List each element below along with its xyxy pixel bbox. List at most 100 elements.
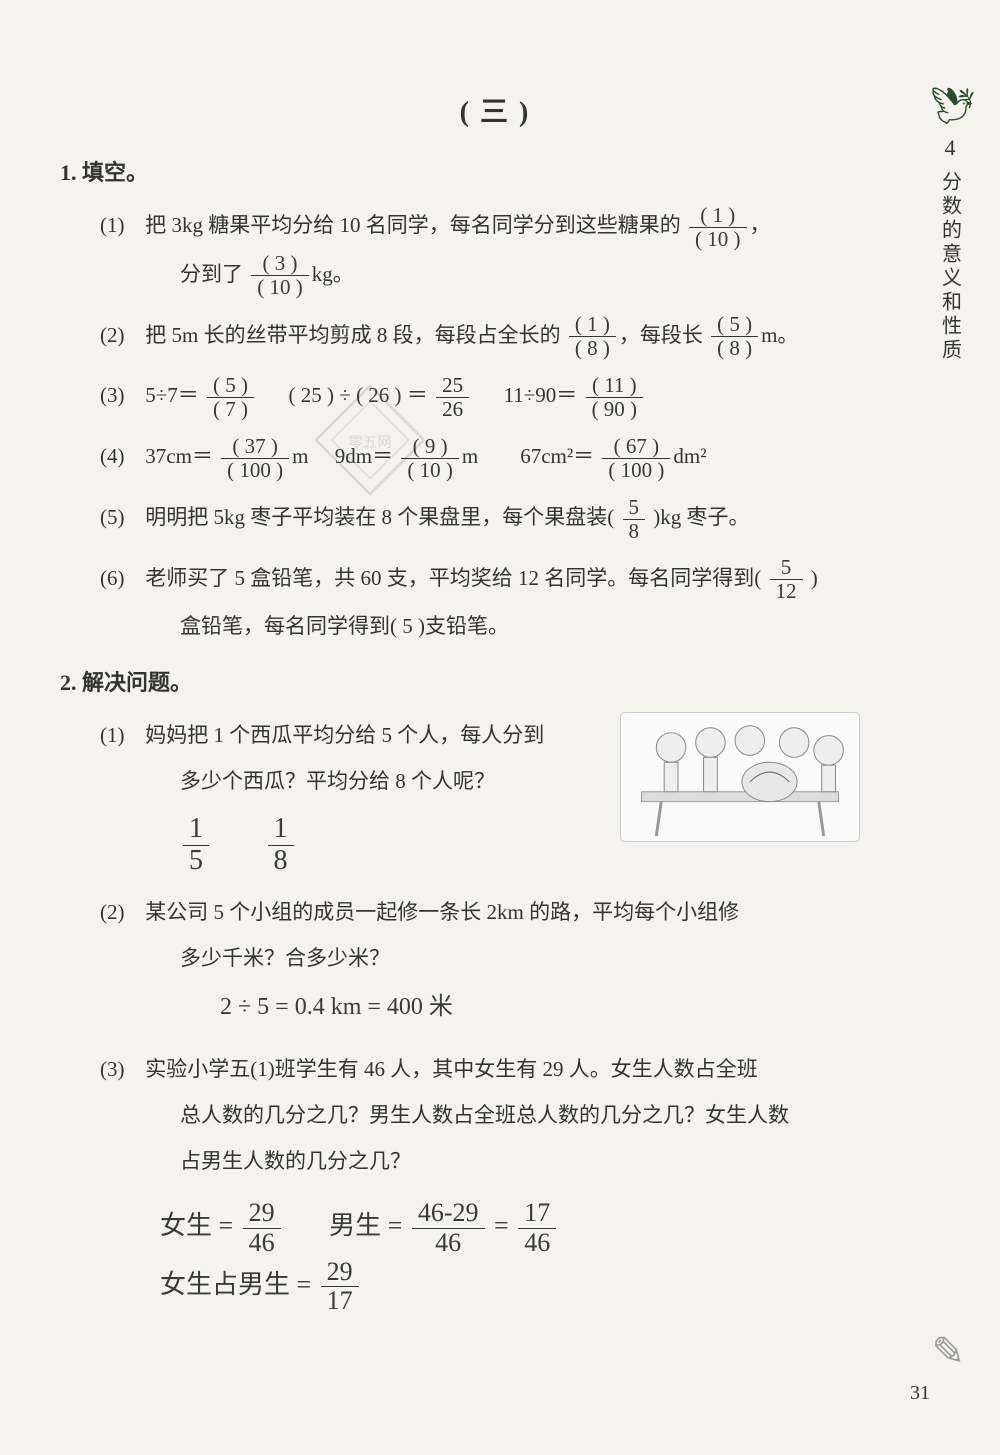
op: ÷	[339, 383, 351, 407]
numerator: 5	[623, 496, 646, 520]
q1-3: (3) 5÷7＝ ( 5 ) ( 7 ) ( 25 ) ÷ ( 26 ) ＝ 2…	[100, 372, 930, 421]
fraction: ( 5 ) ( 7 )	[207, 374, 254, 421]
numerator: 29	[243, 1199, 281, 1229]
text: )kg 枣子。	[653, 505, 749, 529]
eq-lhs: 37cm＝	[145, 444, 213, 468]
text: 分到了	[180, 262, 243, 286]
label: (1)	[100, 202, 140, 248]
fraction-answer: 5 8	[623, 496, 646, 543]
numerator: ( 37 )	[221, 435, 289, 459]
numerator: ( 67 )	[602, 435, 670, 459]
fraction: ( 1 ) ( 10 )	[689, 204, 747, 251]
label: (2)	[100, 889, 140, 935]
fill: ( 26 )	[356, 383, 402, 407]
denominator: ( 10 )	[251, 276, 309, 299]
answer: 5	[402, 614, 413, 638]
fraction: ( 1 ) ( 8 )	[569, 313, 616, 360]
text: 多少千米？合多少米？	[180, 946, 390, 970]
fraction: ( 11 ) ( 90 )	[586, 374, 644, 421]
text: 把 3kg 糖果平均分给 10 名同学，每名同学分到这些糖果的	[145, 213, 681, 237]
fraction-answer: 1 5	[183, 814, 209, 877]
unit: m	[462, 444, 478, 468]
fraction-answer: 1 8	[268, 814, 294, 877]
denominator: 46	[412, 1229, 485, 1258]
label: (3)	[100, 372, 140, 418]
text: kg。	[312, 262, 354, 286]
numerator: ( 11 )	[586, 374, 644, 398]
text: 实验小学五(1)班学生有 46 人，其中女生有 29 人。女生人数占全班	[145, 1057, 757, 1081]
q1-5: (5) 明明把 5kg 枣子平均装在 8 个果盘里，每个果盘装( 5 8 )kg…	[100, 494, 930, 543]
eq-lhs: 9dm＝	[335, 444, 393, 468]
fraction-answer: 5 12	[770, 556, 803, 603]
denominator: ( 8 )	[711, 337, 758, 360]
text: 把 5m 长的丝带平均剪成 8 段，每段占全长的	[145, 323, 560, 347]
denominator: ( 10 )	[689, 228, 747, 251]
watermelon-illustration	[620, 712, 860, 842]
numerator: 46-29	[412, 1199, 485, 1229]
eq-lhs: 11÷90＝	[504, 383, 578, 407]
numerator: ( 3 )	[251, 252, 309, 276]
text: 盒铅笔，每名同学得到(	[180, 614, 397, 638]
denominator: 5	[183, 846, 209, 877]
denominator: ( 100 )	[602, 459, 670, 482]
numerator: ( 9 )	[401, 435, 459, 459]
q1-4: (4) 37cm＝ ( 37 ) ( 100 ) m 9dm＝ ( 9 ) ( …	[100, 433, 930, 482]
answer-label: 女生 =	[160, 1211, 233, 1240]
fraction-answer: 29 46	[243, 1199, 281, 1257]
text: 占男生人数的几分之几？	[180, 1149, 411, 1173]
fraction: ( 37 ) ( 100 )	[221, 435, 289, 482]
denominator: ( 8 )	[569, 337, 616, 360]
denominator: 17	[321, 1287, 359, 1316]
numerator: 25	[436, 374, 469, 398]
label: (1)	[100, 712, 140, 758]
denominator: 12	[770, 580, 803, 603]
text: )	[811, 566, 818, 590]
denominator: ( 10 )	[401, 459, 459, 482]
denominator: 46	[243, 1229, 281, 1258]
chapter-number: 4	[930, 135, 970, 161]
q2-1: (1) 妈妈把 1 个西瓜平均分给 5 个人，每人分到 多少个西瓜？平均分给 8…	[100, 712, 930, 877]
fraction: ( 5 ) ( 8 )	[711, 313, 758, 360]
numerator: 1	[268, 814, 294, 846]
q1-1: (1) 把 3kg 糖果平均分给 10 名同学，每名同学分到这些糖果的 ( 1 …	[100, 202, 930, 300]
answer-label: 男生 =	[329, 1211, 402, 1240]
text: 妈妈把 1 个西瓜平均分给 5 个人，每人分到	[145, 723, 544, 747]
text: ，	[750, 213, 771, 237]
numerator: 29	[321, 1258, 359, 1288]
label: (4)	[100, 433, 140, 479]
eq: =	[494, 1211, 509, 1240]
eq-lhs: 67cm²＝	[520, 444, 594, 468]
numerator: 5	[770, 556, 803, 580]
q1-6: (6) 老师买了 5 盒铅笔，共 60 支，平均奖给 12 名同学。每名同学得到…	[100, 555, 930, 650]
fraction-answer: 17 46	[518, 1199, 556, 1257]
label: (6)	[100, 555, 140, 601]
page-number: 31	[910, 1382, 930, 1405]
sidebar: 🕊 4 分数的意义和性质	[930, 85, 970, 363]
text: 总人数的几分之几？男生人数占全班总人数的几分之几？女生人数	[180, 1103, 789, 1127]
denominator: ( 7 )	[207, 398, 254, 421]
denominator: 46	[518, 1229, 556, 1258]
q1-heading: 1. 填空。	[60, 155, 930, 187]
denominator: 8	[268, 846, 294, 877]
q2-2: (2) 某公司 5 个小组的成员一起修一条长 2km 的路，平均每个小组修 多少…	[100, 889, 930, 1034]
text: ，每段长	[619, 323, 703, 347]
bird-icon: 🕊	[930, 85, 976, 127]
label: (2)	[100, 312, 140, 358]
numerator: ( 1 )	[689, 204, 747, 228]
unit: m	[292, 444, 308, 468]
q1-2: (2) 把 5m 长的丝带平均剪成 8 段，每段占全长的 ( 1 ) ( 8 )…	[100, 312, 930, 361]
fraction: ( 9 ) ( 10 )	[401, 435, 459, 482]
fraction: 25 26	[436, 374, 469, 421]
text: m。	[761, 323, 798, 347]
text: 老师买了 5 盒铅笔，共 60 支，平均奖给 12 名同学。每名同学得到(	[145, 566, 761, 590]
label: (5)	[100, 494, 140, 540]
numerator: ( 5 )	[207, 374, 254, 398]
answer: 2 ÷ 5 = 0.4 km = 400 米	[220, 981, 930, 1034]
unit: dm²	[673, 444, 706, 468]
denominator: 26	[436, 398, 469, 421]
eq: ＝	[407, 383, 428, 407]
q2-3: (3) 实验小学五(1)班学生有 46 人，其中女生有 29 人。女生人数占全班…	[100, 1046, 930, 1316]
fill: ( 25 )	[289, 383, 335, 407]
label: (3)	[100, 1046, 140, 1092]
denominator: 8	[623, 520, 646, 543]
